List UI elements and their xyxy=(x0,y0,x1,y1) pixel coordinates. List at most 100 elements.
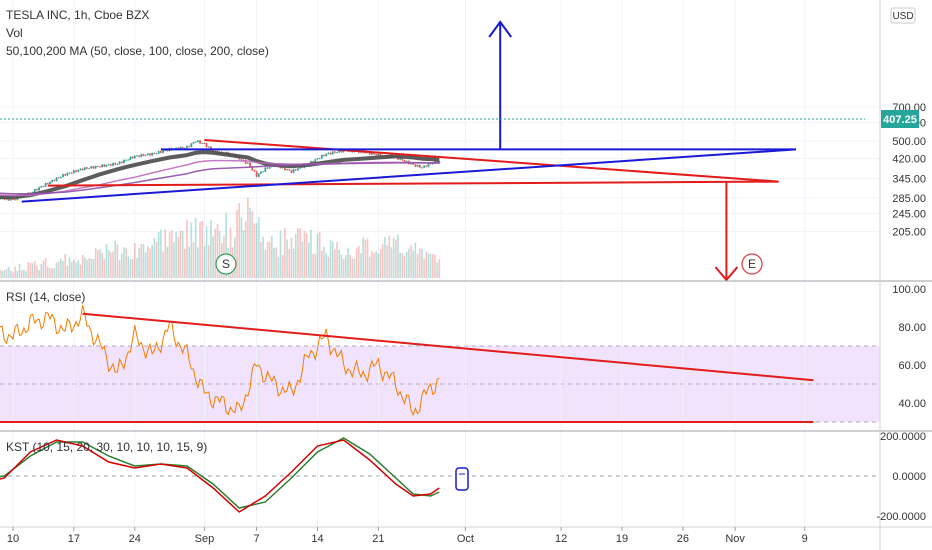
volume-bar xyxy=(160,229,162,278)
candle-body xyxy=(99,166,101,168)
volume-bar xyxy=(310,229,312,278)
volume-bar xyxy=(408,248,410,278)
event-marker-splits[interactable]: S xyxy=(215,253,237,275)
volume-bar xyxy=(44,258,47,278)
volume-bar xyxy=(125,247,127,278)
candle-body xyxy=(181,147,184,149)
rsi-trendlines[interactable] xyxy=(0,312,814,423)
volume-bar xyxy=(236,209,238,278)
candle-body xyxy=(103,164,106,167)
volume-bar xyxy=(355,248,358,278)
volume-bar xyxy=(83,257,86,278)
candle-body xyxy=(83,167,86,171)
last-price-badge-bg xyxy=(881,110,919,128)
volume-bar xyxy=(431,254,434,278)
volume-legend[interactable]: Vol xyxy=(6,26,23,40)
price-scale[interactable]: 700.00600.00500.00420.00345.00285.00245.… xyxy=(876,0,926,550)
price-tick-label: 420.00 xyxy=(892,154,926,166)
volume-bar xyxy=(99,249,101,278)
candle-body xyxy=(49,181,51,184)
volume-bar xyxy=(153,238,156,278)
candle-body xyxy=(140,154,143,157)
volume-bar xyxy=(49,268,51,278)
candle-body xyxy=(38,187,40,191)
volume-bar xyxy=(207,245,210,278)
candle-body xyxy=(329,152,332,155)
candle-body xyxy=(401,158,404,161)
price-pane[interactable]: S E xyxy=(0,0,880,282)
volume-bar xyxy=(77,260,80,278)
volume-bar xyxy=(418,248,421,278)
volume-bar xyxy=(149,248,151,278)
rsi-legend[interactable]: RSI (14, close) xyxy=(6,290,85,304)
time-tick-label: 24 xyxy=(129,533,141,545)
volume-bar xyxy=(436,262,438,278)
rsi-tick-label: 40.00 xyxy=(898,398,926,410)
candle-body xyxy=(75,170,77,172)
symbol-title[interactable]: TESLA INC, 1h, Cboe BZX xyxy=(6,8,149,22)
volume-bar xyxy=(7,266,10,278)
currency-label: USD xyxy=(892,11,913,22)
volume-bar xyxy=(434,254,436,278)
candle-body xyxy=(375,154,378,156)
candle-body xyxy=(268,166,271,169)
candle-body xyxy=(31,192,34,193)
volume-bar xyxy=(410,244,412,278)
volume-bar xyxy=(325,253,327,278)
volume-bar xyxy=(110,252,112,278)
volume-bar xyxy=(212,236,214,278)
candle-body xyxy=(88,168,91,170)
volume-bar xyxy=(194,218,197,278)
candle-body xyxy=(377,153,380,156)
up-arrow-head xyxy=(488,20,513,38)
candle-body xyxy=(336,152,338,154)
volume-bar xyxy=(60,258,62,278)
volume-bar xyxy=(279,230,282,278)
volume-bar xyxy=(138,247,140,278)
price-trendlines[interactable] xyxy=(21,20,797,282)
volume-bar xyxy=(23,269,25,278)
candle-body xyxy=(421,167,423,169)
event-marker-e-label: E xyxy=(748,257,756,271)
candle-body xyxy=(331,151,334,155)
candle-body xyxy=(199,140,201,144)
currency-button[interactable]: USD xyxy=(890,7,916,24)
volume-bar xyxy=(75,262,77,278)
last-price-badge: 407.25 xyxy=(881,110,919,128)
volume-bar xyxy=(129,259,132,278)
volume-bar xyxy=(197,247,199,278)
event-marker-e-circle xyxy=(741,253,763,275)
volume-bar xyxy=(344,255,347,278)
volume-bar xyxy=(201,220,204,278)
volume-bar xyxy=(0,269,1,278)
ma-legend[interactable]: 50,100,200 MA (50, close, 100, close, 20… xyxy=(6,44,269,58)
candle-body xyxy=(118,161,121,164)
volume-bar xyxy=(338,249,341,278)
candle-body xyxy=(264,167,267,172)
candle-body xyxy=(403,160,406,162)
rsi-pane[interactable] xyxy=(0,282,880,431)
volume-bar xyxy=(210,220,212,278)
volume-bar xyxy=(42,260,45,278)
candle-body xyxy=(429,163,432,165)
kst-grid xyxy=(0,432,880,527)
volume-bar xyxy=(353,258,356,278)
price-tick-label: 285.00 xyxy=(892,193,926,205)
candle-body xyxy=(86,167,88,169)
candle-body xyxy=(247,162,249,164)
candle-body xyxy=(334,151,336,153)
ma200-line xyxy=(0,162,440,195)
volume-bar xyxy=(203,246,206,278)
kst-legend[interactable]: KST (10, 15, 20, 30, 10, 10, 10, 15, 9) xyxy=(6,440,207,454)
event-marker-earnings[interactable]: E xyxy=(741,253,763,275)
volume-bar xyxy=(184,248,186,278)
candle-body xyxy=(66,172,69,176)
down-arrow-head xyxy=(714,266,739,282)
time-scale[interactable]: 10 17 24 Sep 7 14 21 Oct 12 19 26 Nov 9 xyxy=(0,526,932,545)
candle-body xyxy=(244,160,247,164)
candle-body xyxy=(412,163,415,165)
candle-body xyxy=(40,186,43,188)
kst-pane[interactable] xyxy=(0,432,880,527)
volume-bar xyxy=(364,240,367,278)
